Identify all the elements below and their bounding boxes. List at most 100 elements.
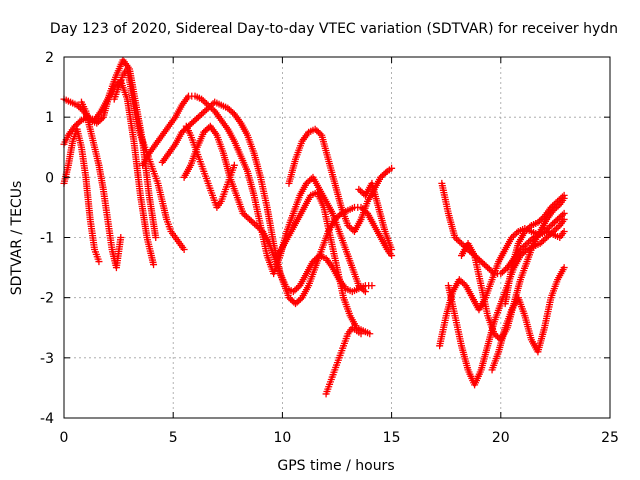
data-point bbox=[560, 209, 568, 217]
data-point bbox=[498, 268, 506, 276]
data-point bbox=[296, 295, 304, 303]
x-tick-label: 5 bbox=[169, 430, 178, 446]
data-point bbox=[76, 118, 84, 126]
data-point bbox=[547, 203, 555, 211]
data-point bbox=[201, 127, 209, 135]
data-point bbox=[361, 288, 369, 296]
data-point bbox=[346, 223, 354, 231]
data-point bbox=[227, 107, 235, 115]
data-point bbox=[482, 262, 490, 270]
data-point bbox=[117, 234, 125, 241]
data-point bbox=[549, 227, 557, 235]
data-point bbox=[552, 224, 560, 232]
data-point bbox=[520, 243, 528, 251]
data-point bbox=[200, 128, 208, 136]
series-19 bbox=[501, 191, 568, 308]
data-point bbox=[291, 286, 299, 294]
data-point bbox=[201, 98, 209, 106]
data-point bbox=[558, 193, 566, 201]
data-point bbox=[560, 264, 568, 272]
data-point bbox=[287, 295, 295, 303]
data-point bbox=[304, 178, 312, 186]
data-point bbox=[152, 234, 160, 241]
series-4 bbox=[77, 98, 125, 272]
data-point bbox=[331, 215, 339, 223]
data-point bbox=[207, 101, 215, 109]
data-point bbox=[76, 104, 84, 112]
data-point bbox=[511, 230, 519, 238]
data-point bbox=[377, 173, 385, 181]
data-point bbox=[357, 203, 365, 211]
data-point bbox=[203, 100, 211, 108]
y-axis-label: SDTVAR / TECUs bbox=[9, 181, 25, 296]
data-point bbox=[557, 212, 565, 220]
data-point bbox=[347, 224, 355, 232]
series-10 bbox=[285, 125, 396, 235]
data-point bbox=[239, 209, 247, 217]
data-point bbox=[201, 107, 209, 115]
data-point bbox=[313, 127, 321, 135]
data-point bbox=[289, 288, 297, 296]
data-point bbox=[552, 199, 560, 207]
data-point bbox=[536, 240, 544, 248]
data-point bbox=[388, 164, 396, 172]
data-point bbox=[521, 247, 529, 255]
data-point bbox=[247, 217, 255, 225]
data-point bbox=[186, 121, 194, 129]
data-point bbox=[198, 110, 206, 118]
data-marks bbox=[60, 56, 568, 398]
x-tick-label: 15 bbox=[383, 430, 401, 446]
data-point bbox=[314, 128, 322, 136]
data-point bbox=[344, 221, 352, 229]
data-point bbox=[557, 194, 565, 202]
data-point bbox=[550, 218, 558, 226]
data-point bbox=[249, 218, 257, 226]
data-point bbox=[457, 277, 465, 285]
series-11 bbox=[274, 188, 374, 338]
data-point bbox=[521, 241, 529, 249]
data-point bbox=[485, 265, 493, 273]
data-point bbox=[294, 283, 302, 291]
data-point bbox=[244, 214, 252, 222]
y-tick-label: 0 bbox=[45, 170, 54, 186]
data-point bbox=[150, 261, 158, 269]
data-point bbox=[288, 297, 296, 305]
data-point bbox=[251, 220, 259, 228]
data-point bbox=[554, 215, 562, 223]
data-point bbox=[526, 223, 534, 231]
data-point bbox=[188, 119, 196, 127]
data-point bbox=[293, 285, 301, 293]
data-point bbox=[196, 112, 204, 120]
data-point bbox=[95, 258, 103, 266]
data-point bbox=[479, 259, 487, 267]
data-point bbox=[534, 218, 542, 226]
series-18 bbox=[488, 264, 568, 374]
data-point bbox=[254, 223, 262, 231]
data-point bbox=[500, 267, 508, 275]
data-point bbox=[191, 116, 199, 124]
series-2 bbox=[60, 77, 158, 269]
x-tick-label: 10 bbox=[273, 430, 291, 446]
data-point bbox=[453, 235, 461, 243]
series-7 bbox=[158, 98, 376, 296]
data-point bbox=[522, 226, 530, 234]
data-point bbox=[309, 258, 317, 266]
data-point bbox=[293, 298, 301, 306]
data-point bbox=[316, 130, 324, 138]
x-tick-label: 20 bbox=[492, 430, 510, 446]
data-point bbox=[382, 169, 390, 177]
data-point bbox=[560, 227, 568, 235]
data-point bbox=[199, 97, 207, 105]
data-point bbox=[306, 176, 314, 184]
data-point bbox=[518, 250, 526, 258]
x-tick-label: 0 bbox=[60, 430, 69, 446]
data-point bbox=[555, 214, 563, 222]
data-point bbox=[544, 232, 552, 240]
data-point bbox=[451, 234, 459, 241]
data-point bbox=[558, 211, 566, 219]
data-point bbox=[550, 200, 558, 208]
data-point bbox=[477, 258, 485, 266]
data-point bbox=[549, 202, 557, 210]
data-point bbox=[178, 128, 186, 136]
data-point bbox=[521, 227, 529, 235]
